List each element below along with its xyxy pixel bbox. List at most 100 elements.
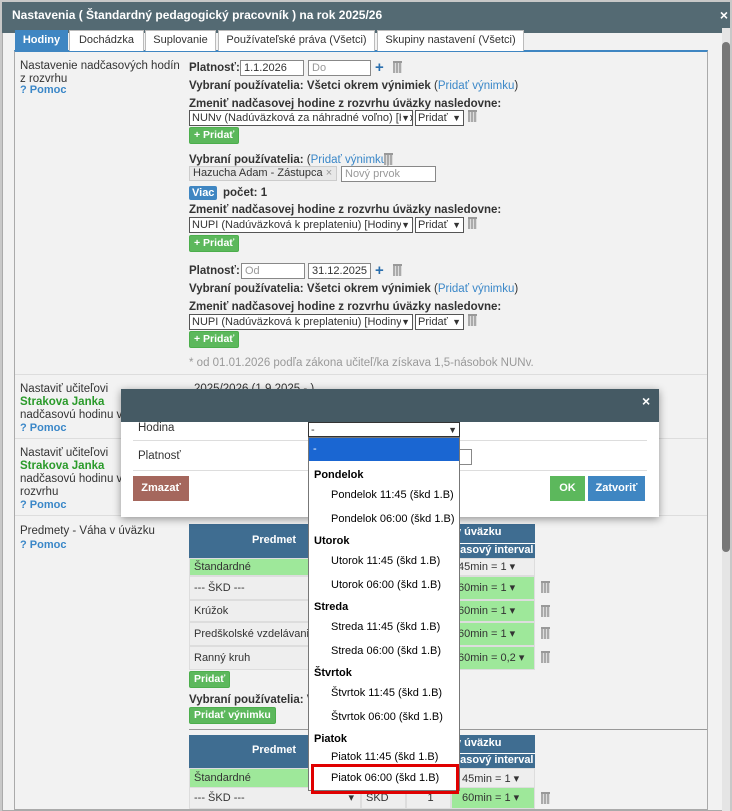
- delete-button[interactable]: Zmazať: [133, 476, 189, 501]
- interval-select[interactable]: 45min = 1 ▾: [451, 768, 535, 788]
- interval-select[interactable]: 60min = 0,2 ▾: [451, 646, 535, 670]
- help-link[interactable]: ? Pomoc: [20, 539, 67, 551]
- dropdown-option[interactable]: Piatok 06:00 (škd 1.B): [311, 764, 459, 794]
- user-tag: Hazucha Adam - Zástupca ×: [189, 166, 337, 181]
- from-date-input[interactable]: Od: [241, 263, 305, 279]
- trash-icon[interactable]: [393, 61, 402, 73]
- chevron-down-icon: ▼: [401, 315, 410, 329]
- scrollbar-thumb[interactable]: [722, 42, 730, 552]
- dropdown-option[interactable]: Štvrtok 11:45 (škd 1.B): [331, 687, 443, 699]
- dropdown-option[interactable]: Streda 06:00 (škd 1.B): [331, 645, 442, 657]
- add-button[interactable]: + Pridať: [189, 127, 240, 144]
- add-exception-button[interactable]: Pridať výnimku: [189, 707, 276, 724]
- interval-select[interactable]: 60min = 1 ▾: [451, 622, 535, 646]
- dropdown-group-label: Štvrtok: [314, 667, 352, 679]
- plus-icon[interactable]: +: [375, 262, 384, 279]
- trash-icon[interactable]: [541, 627, 550, 639]
- trash-icon[interactable]: [468, 314, 477, 326]
- action-select[interactable]: Pridať ▼: [415, 110, 464, 126]
- dropdown-group-label: Utorok: [314, 535, 350, 547]
- trash-icon[interactable]: [384, 153, 393, 165]
- users-value: Všetci okrem výnimiek: [306, 80, 431, 92]
- interval-select[interactable]: 45min = 1 ▾: [451, 558, 535, 576]
- column-header: časový interval: [452, 543, 535, 556]
- column-header: v úväzku: [455, 737, 502, 749]
- dropdown-option[interactable]: Utorok 11:45 (škd 1.B): [331, 555, 441, 567]
- dropdown-option[interactable]: Pondelok 06:00 (škd 1.B): [331, 513, 455, 525]
- section-subtitle: rozvrhu: [20, 486, 59, 498]
- trash-icon[interactable]: [541, 651, 550, 663]
- add-button[interactable]: + Pridať: [189, 331, 240, 348]
- type-select[interactable]: NUPI (Nadúväzková k preplateniu) [Hodiny…: [189, 314, 413, 330]
- plus-icon[interactable]: +: [375, 59, 384, 76]
- interval-select[interactable]: 60min = 1 ▾: [451, 600, 535, 622]
- more-button[interactable]: Viac: [189, 186, 218, 200]
- add-exception-link[interactable]: Pridať výnimku: [310, 154, 388, 166]
- trash-icon[interactable]: [541, 581, 550, 593]
- dropdown-option[interactable]: Piatok 11:45 (škd 1.B): [331, 751, 439, 763]
- column-header: časový interval: [452, 753, 535, 766]
- add-exception-link[interactable]: Pridať výnimku: [437, 283, 515, 295]
- dropdown-option[interactable]: Utorok 06:00 (škd 1.B): [331, 579, 442, 591]
- dropdown-option[interactable]: Štvrtok 06:00 (škd 1.B): [331, 711, 443, 723]
- dropdown-option[interactable]: Streda 11:45 (škd 1.B): [331, 621, 441, 633]
- change-label: Zmeniť nadčasovej hodine z rozvrhu úväzk…: [189, 301, 502, 313]
- subject-abbr: ŠKD: [361, 787, 406, 809]
- to-date-input[interactable]: 31.12.2025: [308, 263, 371, 279]
- users-label: Vybraní používatelia: V: [189, 694, 315, 706]
- action-select[interactable]: Pridať ▼: [415, 217, 464, 233]
- dropdown-option[interactable]: -: [309, 438, 459, 461]
- dropdown-option[interactable]: Pondelok 11:45 (škd 1.B): [331, 489, 454, 501]
- divider: [15, 374, 707, 375]
- tab-suplovanie[interactable]: Suplovanie: [145, 30, 216, 51]
- tab-dochadzka[interactable]: Dochádzka: [69, 30, 144, 51]
- modal-header: [121, 389, 659, 422]
- chevron-down-icon: ▼: [401, 218, 410, 232]
- platnost-label: Platnosť: [138, 450, 181, 462]
- chevron-down-icon: ▼: [401, 111, 410, 125]
- chevron-down-icon: ▼: [452, 111, 461, 125]
- action-select[interactable]: Pridať ▼: [415, 314, 464, 330]
- users-label: Vybraní používatelia:: [189, 80, 304, 92]
- subject-select[interactable]: --- ŠKD --- ▾: [189, 787, 361, 809]
- remove-tag-icon[interactable]: ×: [325, 167, 333, 179]
- section-title: Nastaviť učiteľovi: [20, 447, 109, 459]
- trash-icon[interactable]: [393, 264, 402, 276]
- from-date-input[interactable]: 1.1.2026: [240, 60, 304, 76]
- trash-icon[interactable]: [468, 217, 477, 229]
- window-title: Nastavenia ( Štandardný pedagogický prac…: [2, 2, 730, 33]
- column-header: v úväzku: [455, 526, 502, 538]
- new-item-input[interactable]: Nový prvok: [341, 166, 436, 182]
- hodina-dropdown-list[interactable]: - Pondelok Pondelok 11:45 (škd 1.B) Pondelo…: [308, 437, 460, 794]
- type-select[interactable]: NUNv (Nadúväzková za náhradné voľno) [Ho…: [189, 110, 413, 126]
- hodina-label: Hodina: [138, 422, 175, 434]
- close-button[interactable]: Zatvoriť: [588, 476, 645, 501]
- add-button[interactable]: + Pridať: [189, 235, 240, 252]
- tab-hodiny[interactable]: Hodiny: [15, 30, 68, 51]
- change-label: Zmeniť nadčasovej hodine z rozvrhu úväzk…: [189, 98, 502, 110]
- interval-select[interactable]: 60min = 1 ▾: [451, 576, 535, 600]
- tab-pouzivatelske-prava[interactable]: Používateľské práva (Všetci): [218, 30, 375, 51]
- help-link[interactable]: ? Pomoc: [20, 84, 67, 96]
- add-button[interactable]: Pridať: [189, 671, 231, 688]
- help-link[interactable]: ? Pomoc: [20, 422, 67, 434]
- section-subtitle: nadčasovú hodinu v: [20, 409, 123, 421]
- platnost-label: Platnosť:: [189, 265, 240, 277]
- help-link[interactable]: ? Pomoc: [20, 499, 67, 511]
- trash-icon[interactable]: [541, 605, 550, 617]
- hodina-select[interactable]: - ▼: [308, 422, 460, 437]
- users-label: Vybraní používatelia:: [189, 283, 304, 295]
- interval-select[interactable]: 60min = 1 ▾: [451, 787, 535, 809]
- to-date-input[interactable]: Do: [308, 60, 371, 76]
- modal-close-icon[interactable]: ×: [642, 393, 651, 409]
- add-exception-link[interactable]: Pridať výnimku: [437, 80, 515, 92]
- section-title: Nastavenie nadčasových hodín z rozvrhu: [20, 60, 180, 85]
- trash-icon[interactable]: [468, 110, 477, 122]
- law-note: * od 01.01.2026 podľa zákona učiteľ/ka z…: [189, 357, 534, 369]
- ok-button[interactable]: OK: [550, 476, 585, 501]
- tab-skupiny-nastaveni[interactable]: Skupiny nastavení (Všetci): [377, 30, 524, 51]
- window-close-icon[interactable]: ×: [719, 7, 728, 23]
- users-value: Všetci okrem výnimiek: [306, 283, 431, 295]
- trash-icon[interactable]: [541, 792, 550, 804]
- type-select[interactable]: NUPI (Nadúväzková k preplateniu) [Hodiny…: [189, 217, 413, 233]
